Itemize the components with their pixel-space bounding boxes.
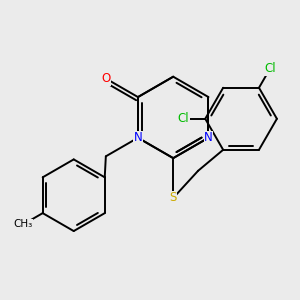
Text: Cl: Cl: [264, 62, 276, 75]
Text: N: N: [134, 131, 142, 144]
Text: S: S: [169, 191, 177, 204]
Text: O: O: [101, 72, 110, 85]
Text: Cl: Cl: [178, 112, 189, 125]
Text: N: N: [204, 131, 213, 144]
Text: CH₃: CH₃: [14, 219, 33, 230]
